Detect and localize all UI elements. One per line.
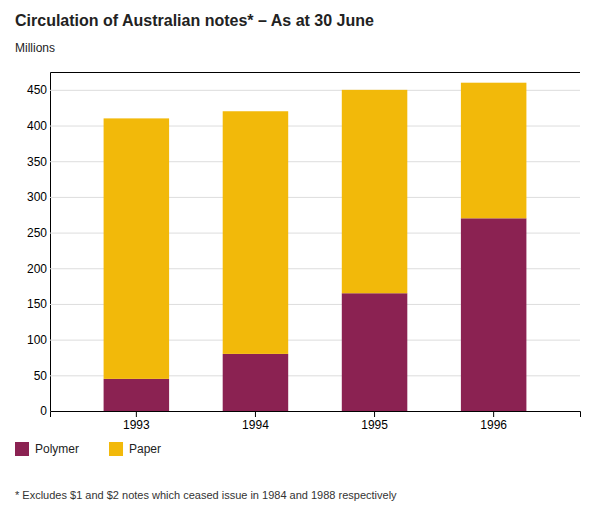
title: Circulation of Australian notes* – As at… <box>15 12 374 29</box>
bar <box>342 293 408 411</box>
bar <box>104 118 170 378</box>
legend-swatch <box>15 442 29 456</box>
tick-mark <box>493 411 494 417</box>
axis-line <box>51 73 581 412</box>
y-tick-label: 250 <box>27 226 47 240</box>
series <box>104 83 527 379</box>
y-tick-label: 50 <box>34 369 48 383</box>
y-tick-label: 150 <box>27 297 47 311</box>
x-tick: 1994 <box>242 411 269 432</box>
x-axis: 1993 1994 1995 1996 <box>51 411 581 432</box>
axis-line <box>51 412 581 418</box>
legend-label: Paper <box>129 442 161 456</box>
footnote: * Excludes $1 and $2 notes which ceased … <box>15 489 397 501</box>
y-axis: 0 50 100 150 200 250 300 350 400 450 <box>27 73 580 419</box>
bar <box>461 218 527 411</box>
y-tick-label: 200 <box>27 262 47 276</box>
bar <box>223 354 289 411</box>
plot: 0501001502002503003504004501993199419951… <box>27 73 581 432</box>
bars <box>104 83 527 411</box>
tick-mark <box>255 411 256 417</box>
legend-label: Polymer <box>35 442 79 456</box>
y-tick-label: 300 <box>27 190 47 204</box>
legend-item: Paper <box>109 442 161 456</box>
y-tick-label: 0 <box>40 404 47 418</box>
y-tick-label: 400 <box>27 119 47 133</box>
x-tick: 1995 <box>361 411 388 432</box>
bar <box>342 90 408 293</box>
x-tick-label: 1995 <box>361 418 388 432</box>
x-tick-label: 1994 <box>242 418 269 432</box>
tick-mark <box>136 411 137 417</box>
x-tick-label: 1996 <box>480 418 507 432</box>
chart: Circulation of Australian notes* – As at… <box>0 0 600 511</box>
bar <box>461 83 527 219</box>
legend-item: Polymer <box>15 442 79 456</box>
y-tick-label: 350 <box>27 155 47 169</box>
x-tick: 1996 <box>480 411 507 432</box>
y-tick-label: 100 <box>27 333 47 347</box>
x-tick-label: 1993 <box>123 418 150 432</box>
tick-mark <box>374 411 375 417</box>
x-tick: 1993 <box>123 411 150 432</box>
bar <box>104 379 170 411</box>
legend: Polymer Paper <box>15 442 161 456</box>
legend-swatch <box>109 442 123 456</box>
y-axis-label: Millions <box>15 41 55 55</box>
y-tick-label: 450 <box>27 83 47 97</box>
bar <box>223 111 289 354</box>
